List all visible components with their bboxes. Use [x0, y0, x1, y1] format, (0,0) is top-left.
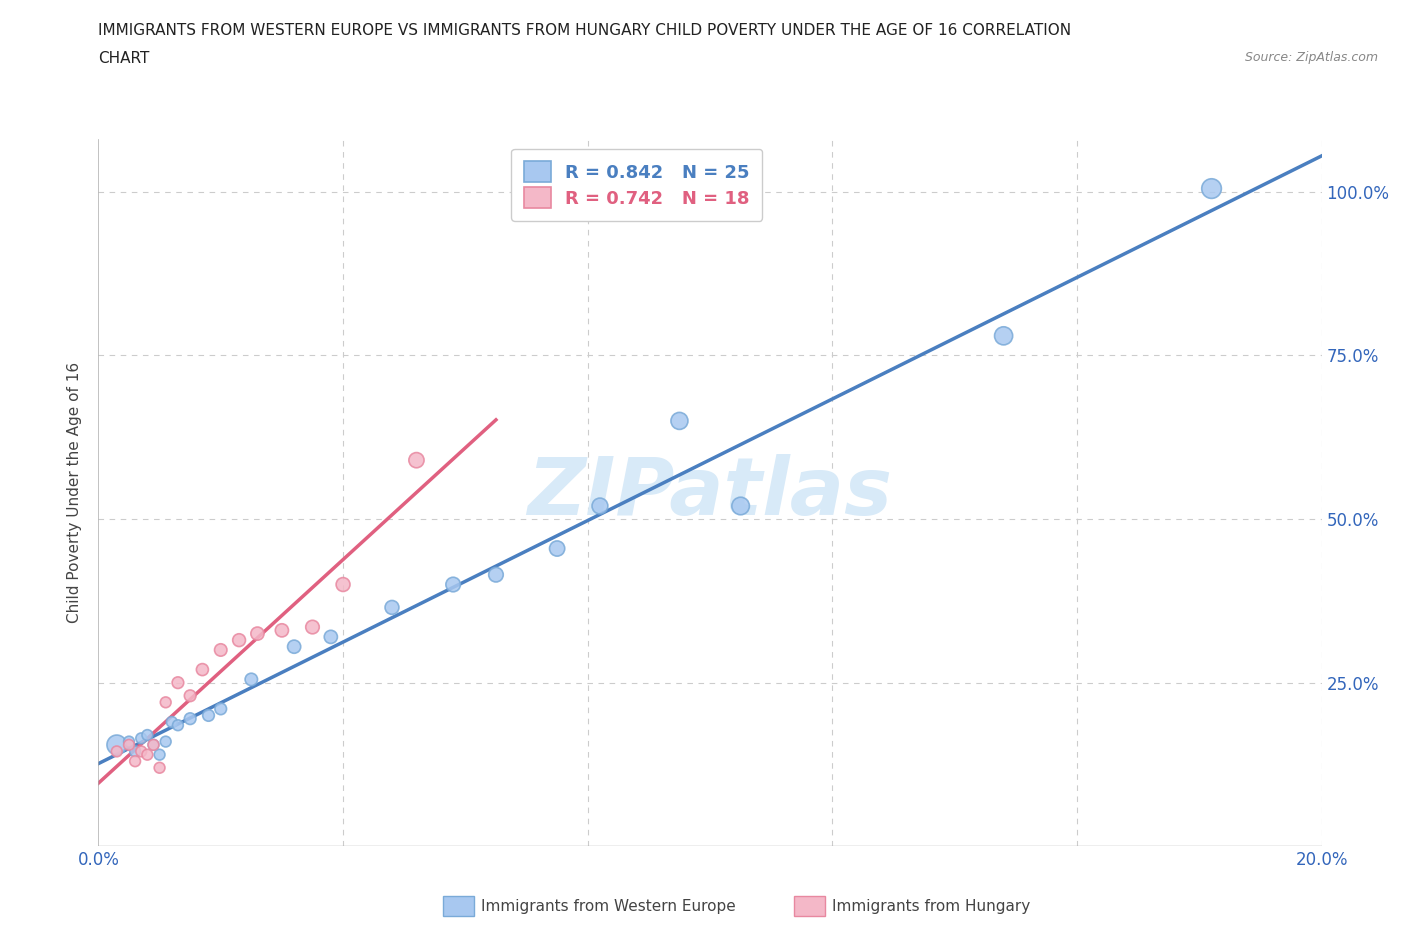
- Point: [993, 328, 1015, 343]
- Point: [730, 498, 752, 513]
- Point: [149, 761, 172, 776]
- Point: [118, 737, 141, 752]
- Point: [1201, 181, 1223, 196]
- Point: [167, 718, 190, 733]
- Point: [129, 744, 152, 759]
- Text: Immigrants from Western Europe: Immigrants from Western Europe: [481, 899, 735, 914]
- Point: [105, 737, 128, 752]
- Text: IMMIGRANTS FROM WESTERN EUROPE VS IMMIGRANTS FROM HUNGARY CHILD POVERTY UNDER TH: IMMIGRANTS FROM WESTERN EUROPE VS IMMIGR…: [98, 23, 1071, 38]
- Point: [124, 744, 146, 759]
- Point: [485, 567, 508, 582]
- Point: [155, 695, 177, 710]
- Point: [381, 600, 404, 615]
- Text: CHART: CHART: [98, 51, 150, 66]
- Point: [301, 619, 323, 634]
- Point: [668, 414, 690, 429]
- Point: [197, 708, 219, 723]
- Legend: R = 0.842   N = 25, R = 0.742   N = 18: R = 0.842 N = 25, R = 0.742 N = 18: [510, 149, 762, 221]
- Point: [546, 541, 568, 556]
- Point: [105, 744, 128, 759]
- Point: [589, 498, 612, 513]
- Point: [179, 688, 201, 703]
- Text: ZIPatlas: ZIPatlas: [527, 454, 893, 532]
- Point: [191, 662, 214, 677]
- Point: [441, 578, 464, 592]
- Point: [129, 731, 152, 746]
- Point: [209, 701, 232, 716]
- Point: [149, 747, 172, 762]
- Point: [124, 754, 146, 769]
- Point: [332, 578, 354, 592]
- Point: [228, 632, 250, 647]
- Point: [246, 626, 269, 641]
- Point: [136, 747, 159, 762]
- Point: [160, 714, 183, 729]
- Point: [179, 711, 201, 726]
- Point: [270, 623, 292, 638]
- Point: [136, 727, 159, 742]
- Point: [240, 672, 263, 687]
- Point: [167, 675, 190, 690]
- Text: Immigrants from Hungary: Immigrants from Hungary: [832, 899, 1031, 914]
- Point: [142, 737, 165, 752]
- Point: [118, 734, 141, 749]
- Point: [405, 453, 427, 468]
- Point: [142, 737, 165, 752]
- Point: [319, 630, 342, 644]
- Y-axis label: Child Poverty Under the Age of 16: Child Poverty Under the Age of 16: [67, 363, 83, 623]
- Text: Source: ZipAtlas.com: Source: ZipAtlas.com: [1244, 51, 1378, 64]
- Point: [209, 643, 232, 658]
- Point: [155, 734, 177, 749]
- Point: [283, 639, 305, 654]
